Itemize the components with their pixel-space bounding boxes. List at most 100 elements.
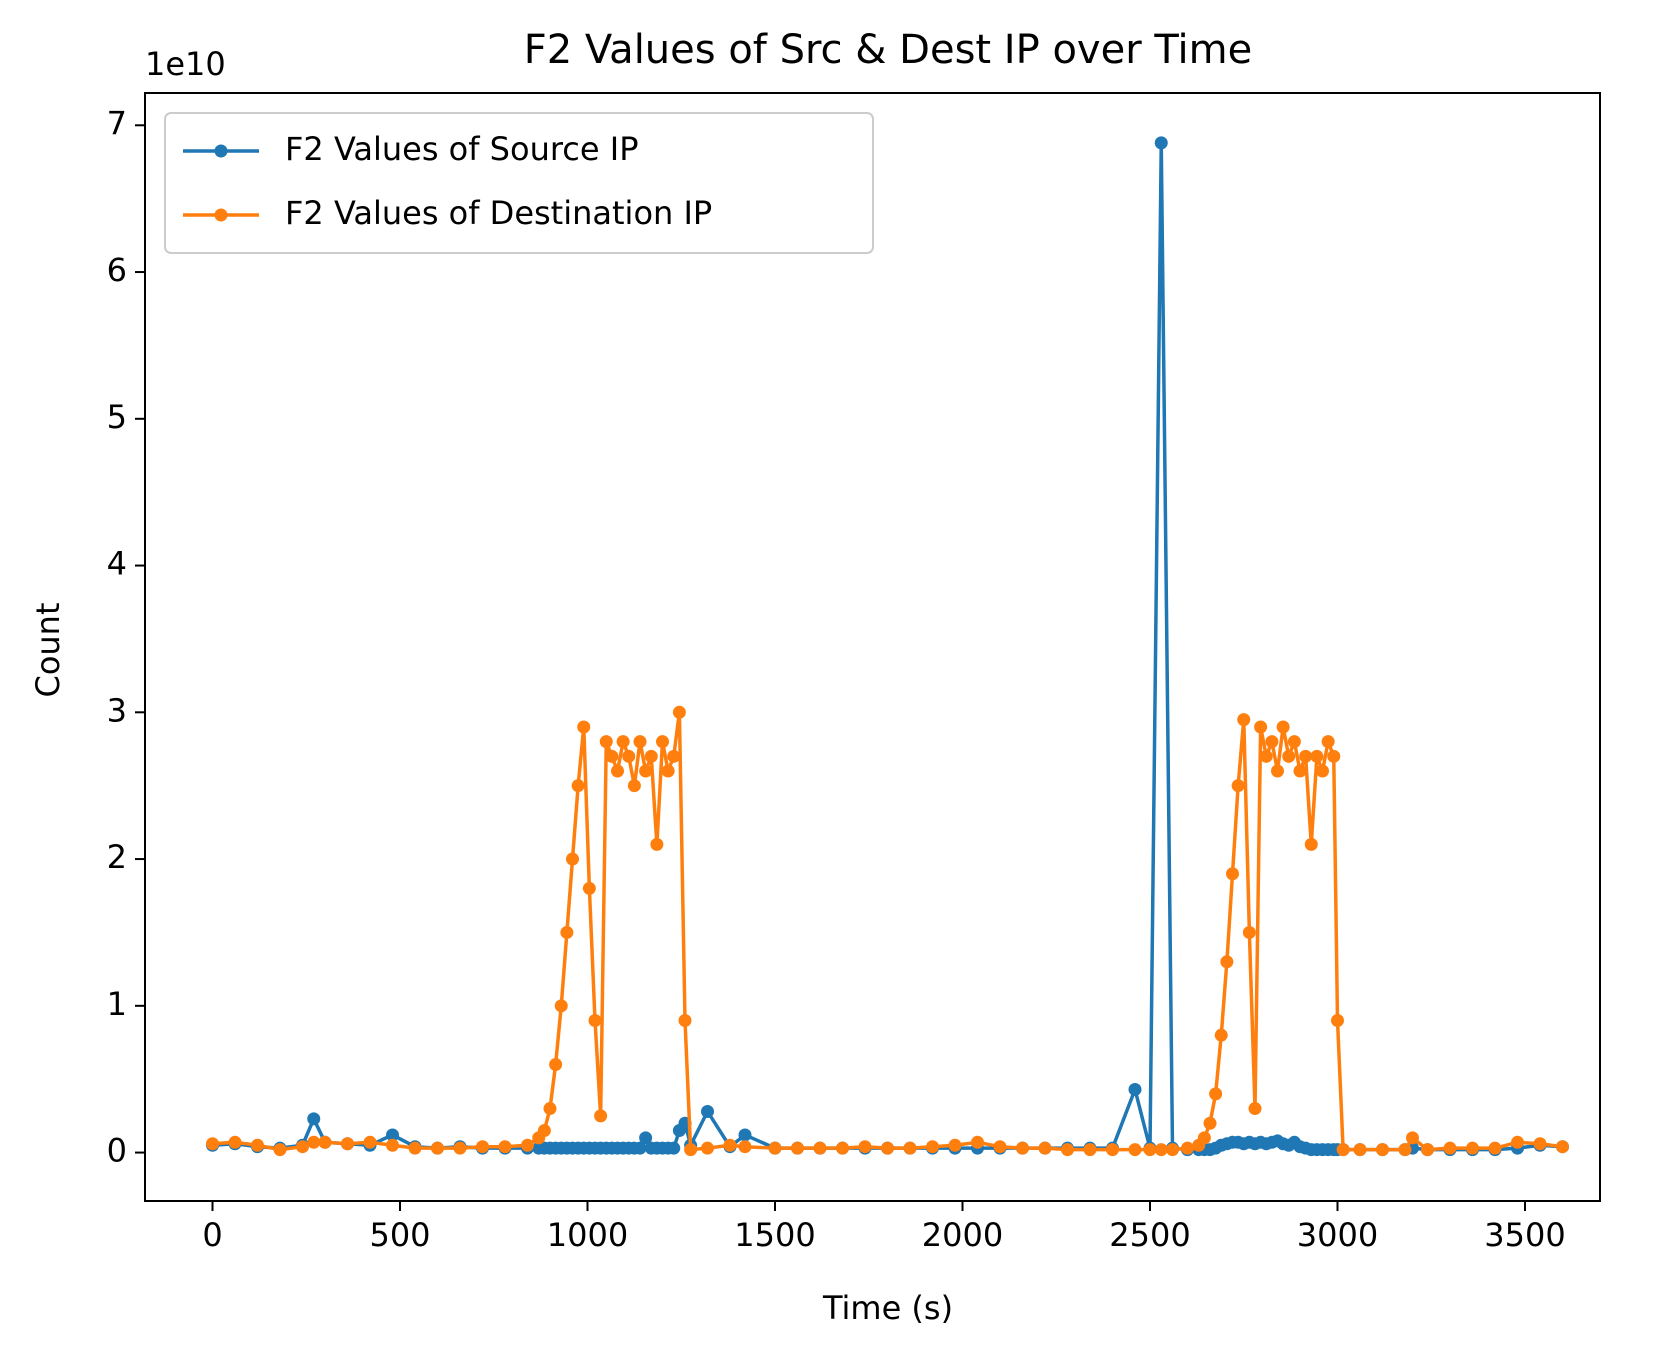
plot-frame xyxy=(144,92,1601,1202)
point xyxy=(1271,764,1284,778)
point xyxy=(1242,925,1256,939)
point xyxy=(656,735,669,749)
point xyxy=(1254,720,1268,734)
point xyxy=(611,764,624,778)
point xyxy=(1237,713,1251,727)
point xyxy=(948,1138,962,1152)
point xyxy=(661,764,675,778)
series-line xyxy=(212,710,1563,1152)
y-tick-label: 1 xyxy=(107,985,127,1023)
point xyxy=(341,1137,354,1151)
point xyxy=(307,1112,321,1126)
point xyxy=(206,1137,219,1151)
point xyxy=(768,1141,782,1155)
point xyxy=(571,779,585,793)
point xyxy=(1226,867,1239,881)
y-tick-label: 7 xyxy=(107,104,127,142)
point xyxy=(1128,1082,1142,1096)
point xyxy=(1353,1143,1367,1157)
point xyxy=(639,1131,653,1145)
x-tick-label: 2000 xyxy=(922,1216,1003,1254)
point xyxy=(1038,1141,1052,1155)
point xyxy=(633,1141,647,1155)
legend-label: F2 Values of Source IP xyxy=(285,130,638,168)
point xyxy=(1197,1131,1211,1145)
legend-marker xyxy=(214,144,228,158)
point xyxy=(554,999,568,1013)
point xyxy=(684,1143,698,1157)
x-tick-label: 3000 xyxy=(1297,1216,1378,1254)
y-tick-label: 3 xyxy=(107,691,127,729)
point xyxy=(296,1140,309,1154)
point xyxy=(1128,1143,1142,1157)
point xyxy=(1421,1143,1434,1157)
point xyxy=(881,1141,894,1155)
point xyxy=(577,720,591,734)
point xyxy=(1154,1143,1168,1157)
point xyxy=(639,764,653,778)
x-axis-label: Time (s) xyxy=(822,1289,953,1327)
point xyxy=(1406,1131,1419,1145)
y-tick-label: 4 xyxy=(107,545,127,583)
point xyxy=(701,1104,714,1118)
point xyxy=(594,1109,608,1123)
point xyxy=(678,1013,692,1027)
point xyxy=(1299,749,1313,763)
point xyxy=(633,735,647,749)
point xyxy=(1287,735,1301,749)
point xyxy=(1511,1135,1524,1149)
point xyxy=(543,1102,557,1116)
point xyxy=(228,1135,242,1149)
point xyxy=(903,1141,917,1155)
x-tick-label: 2500 xyxy=(1109,1216,1190,1254)
series-line xyxy=(212,141,1563,1152)
point xyxy=(537,1124,551,1138)
point xyxy=(549,1058,563,1072)
point xyxy=(1310,749,1324,763)
point xyxy=(408,1141,422,1155)
point xyxy=(1154,136,1168,150)
point xyxy=(1556,1140,1569,1154)
point xyxy=(588,1013,602,1027)
point xyxy=(1220,955,1234,969)
point xyxy=(318,1135,332,1149)
point xyxy=(627,779,641,793)
point xyxy=(1316,764,1329,778)
point xyxy=(582,881,596,895)
point xyxy=(307,1135,321,1149)
point xyxy=(813,1141,827,1155)
point xyxy=(622,749,636,763)
point xyxy=(251,1138,264,1152)
point xyxy=(836,1141,849,1155)
point xyxy=(1533,1137,1547,1151)
point xyxy=(1166,1143,1179,1157)
point xyxy=(386,1128,399,1142)
point xyxy=(1376,1143,1389,1157)
y-tick-label: 5 xyxy=(107,398,127,436)
point xyxy=(1016,1141,1029,1155)
y-tick-label: 2 xyxy=(107,838,127,876)
y-tick-label: 6 xyxy=(107,251,127,289)
point xyxy=(667,749,681,763)
point xyxy=(1304,837,1318,851)
point xyxy=(672,705,686,719)
point xyxy=(650,837,664,851)
point xyxy=(1327,749,1341,763)
point xyxy=(1466,1141,1479,1155)
point xyxy=(926,1140,939,1154)
legend-marker xyxy=(214,208,228,222)
point xyxy=(386,1138,399,1152)
x-tick-label: 0 xyxy=(202,1216,222,1254)
point xyxy=(1248,1102,1262,1116)
point xyxy=(1259,749,1273,763)
point xyxy=(723,1138,737,1152)
point xyxy=(644,749,658,763)
point xyxy=(1203,1116,1217,1130)
point xyxy=(605,749,619,763)
point xyxy=(521,1138,534,1152)
point xyxy=(1106,1143,1119,1157)
point xyxy=(993,1140,1007,1154)
chart-title: F2 Values of Src & Dest IP over Time xyxy=(524,27,1253,73)
point xyxy=(1061,1143,1074,1157)
